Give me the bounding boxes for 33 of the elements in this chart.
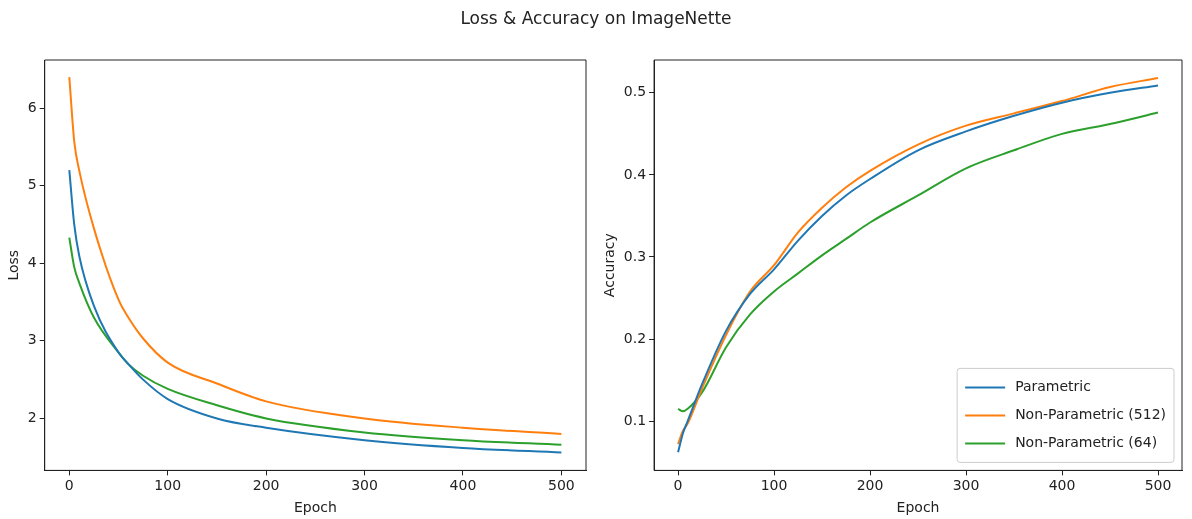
x-tick-label: 500: [1144, 477, 1172, 494]
x-tick-label: 400: [1048, 477, 1076, 494]
y-tick-label: 3: [27, 331, 37, 348]
y-axis-title: Accuracy: [601, 233, 618, 298]
x-tick-label: 500: [548, 477, 575, 494]
x-tick-label: 300: [952, 477, 980, 494]
legend-label: Non-Parametric (512): [1015, 406, 1167, 423]
y-axis-title: Loss: [5, 249, 22, 281]
y-tick-label: 5: [27, 176, 37, 193]
x-tick-label: 100: [760, 477, 788, 494]
y-tick-label: 4: [27, 253, 37, 270]
legend-label: Parametric: [1015, 378, 1091, 395]
y-tick-label: 6: [27, 98, 37, 115]
x-axis-title: Epoch: [293, 499, 337, 516]
x-tick-label: 100: [154, 477, 182, 494]
legend-label: Non-Parametric (64): [1015, 434, 1158, 451]
x-tick-label: 300: [351, 477, 378, 494]
x-tick-label: 0: [64, 477, 74, 494]
y-tick-label: 0.3: [623, 247, 647, 264]
x-tick-label: 200: [252, 477, 280, 494]
y-tick-label: 0.4: [623, 165, 647, 182]
line-series: [68, 169, 563, 454]
y-tick-label: 2: [27, 409, 37, 426]
x-tick-label: 400: [449, 477, 477, 494]
y-tick-label: 0.2: [623, 329, 647, 346]
x-axis-title: Epoch: [896, 499, 940, 516]
line-series: [68, 236, 563, 446]
chart-title: Loss & Accuracy on ImageNette: [459, 8, 733, 28]
line-series: [68, 76, 563, 435]
x-tick-label: 0: [673, 477, 683, 494]
y-tick-label: 0.5: [623, 83, 647, 100]
y-tick-label: 0.1: [623, 411, 647, 428]
x-tick-label: 200: [856, 477, 884, 494]
